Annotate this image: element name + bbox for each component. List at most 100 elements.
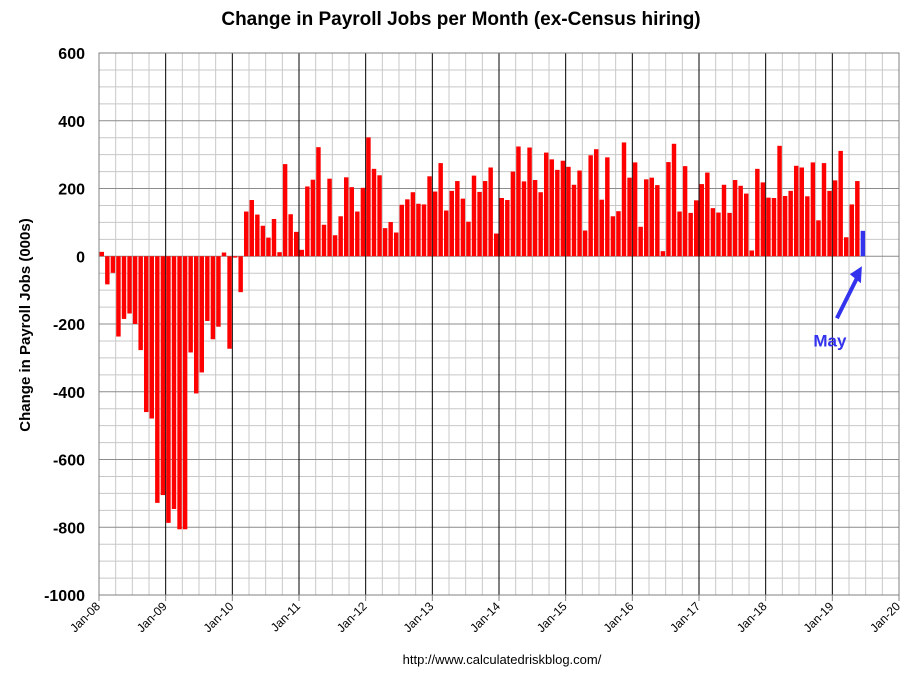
bar (332, 235, 338, 257)
bar (482, 181, 488, 257)
bar (532, 180, 538, 257)
bar (366, 137, 371, 257)
bar (155, 256, 160, 503)
bar (782, 195, 788, 257)
bar (705, 172, 710, 257)
x-tick-label: Jan-19 (801, 599, 837, 635)
bar (838, 150, 843, 257)
bar (566, 166, 571, 257)
bar (321, 224, 327, 257)
bar (382, 228, 388, 257)
y-tick-label: 600 (58, 46, 85, 63)
annotation-arrow-head (849, 266, 862, 284)
bar (199, 256, 204, 373)
bar (194, 256, 199, 394)
bar (588, 155, 593, 257)
bar (671, 143, 677, 257)
bar (371, 168, 377, 257)
bar (449, 190, 454, 257)
bar (216, 256, 221, 327)
bar (271, 218, 277, 257)
y-tick-label: -1000 (44, 588, 85, 605)
bar (799, 167, 804, 257)
bar (727, 212, 732, 257)
bar (316, 147, 321, 257)
y-tick-label: -800 (53, 520, 85, 537)
bar (471, 175, 477, 257)
bar (810, 162, 816, 257)
bar (232, 256, 238, 258)
bar (244, 211, 249, 257)
bar (649, 177, 654, 257)
y-tick-label: 400 (58, 114, 85, 131)
bar (388, 222, 393, 257)
bar (466, 221, 471, 257)
bar (238, 256, 243, 293)
bar (555, 169, 560, 257)
bar (260, 225, 266, 257)
bar (655, 185, 660, 257)
x-tick-label: Jan-20 (867, 599, 903, 635)
bar (527, 147, 532, 257)
bar (394, 232, 399, 257)
bar (732, 180, 738, 257)
bar (210, 256, 216, 340)
bar (716, 212, 721, 257)
bar (621, 142, 627, 257)
bar (710, 208, 716, 257)
bar (521, 181, 527, 257)
bar (632, 162, 638, 257)
bar (627, 177, 632, 257)
bar (760, 182, 766, 257)
bar (349, 187, 354, 257)
bar (205, 256, 210, 321)
bar (755, 168, 760, 257)
y-axis-label: Change in Payroll Jobs (000s) (17, 218, 34, 431)
bar (666, 162, 671, 257)
bar (777, 145, 782, 257)
x-tick-label: Jan-11 (268, 599, 303, 634)
bar (832, 180, 838, 257)
bar-highlight (860, 230, 866, 257)
bar (599, 199, 604, 257)
bars (99, 137, 866, 530)
bar (738, 185, 743, 257)
bar (249, 200, 254, 257)
bar (421, 204, 427, 257)
bar (605, 157, 610, 257)
bar (299, 249, 304, 257)
bar (99, 251, 104, 257)
bar (494, 233, 499, 257)
bar (355, 211, 360, 257)
bar (116, 256, 121, 337)
bar (221, 252, 227, 257)
x-tick-label: Jan-18 (734, 599, 770, 635)
annotation-label: May (813, 331, 847, 350)
x-tick-label: Jan-09 (134, 599, 170, 635)
chart-title: Change in Payroll Jobs per Month (ex-Cen… (221, 9, 700, 30)
bar (582, 230, 588, 257)
bar (477, 191, 482, 257)
bar (794, 165, 799, 257)
bar (505, 200, 510, 257)
bar (510, 171, 516, 257)
y-tick-label: 0 (76, 249, 85, 266)
source-text: http://www.calculatedriskblog.com/ (403, 652, 602, 667)
bar (616, 211, 621, 257)
bar (821, 163, 827, 257)
bar (282, 164, 288, 257)
x-tick-label: Jan-13 (401, 599, 437, 635)
y-tick-label: -200 (53, 317, 85, 334)
bar (749, 250, 754, 257)
bar (844, 237, 849, 257)
bar (544, 152, 549, 257)
bar (177, 256, 182, 530)
bar (694, 200, 699, 257)
bar (577, 170, 582, 257)
bar (516, 146, 521, 257)
bar (827, 190, 832, 257)
bar (677, 211, 682, 257)
bar (432, 191, 438, 257)
